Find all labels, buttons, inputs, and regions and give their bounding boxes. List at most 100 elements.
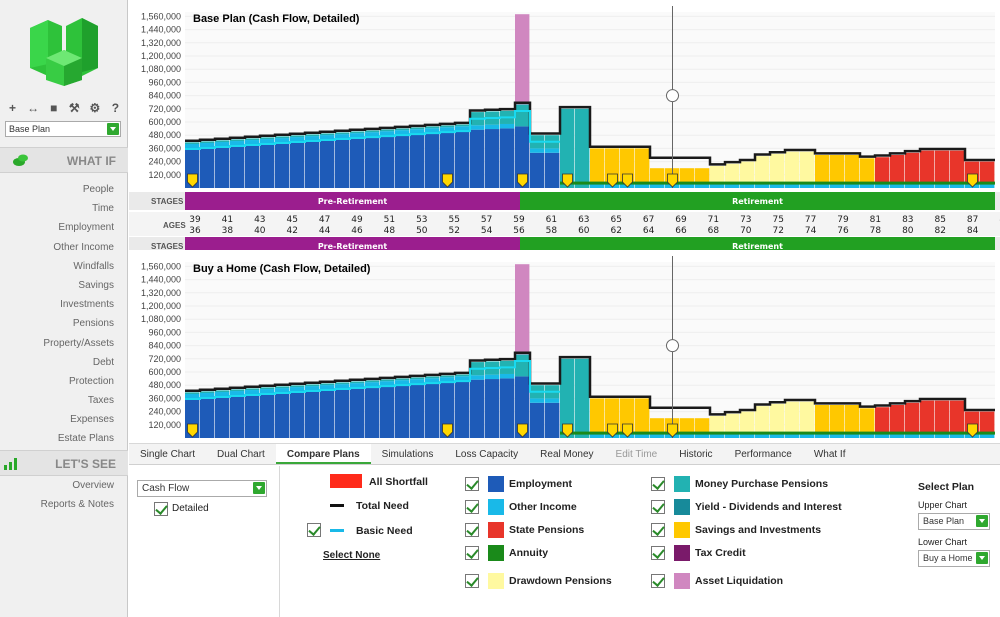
sidebar-item-taxes[interactable]: Taxes bbox=[87, 395, 114, 407]
bar-segment bbox=[380, 129, 395, 132]
sidebar-item-other-income[interactable]: Other Income bbox=[53, 241, 114, 253]
tab-real-money[interactable]: Real Money bbox=[540, 449, 594, 460]
legend-checkbox[interactable] bbox=[651, 477, 665, 491]
tab-historic[interactable]: Historic bbox=[679, 449, 713, 460]
bar-segment bbox=[515, 14, 530, 105]
age-label: 36 bbox=[189, 226, 201, 236]
plan-select[interactable]: Base Plan bbox=[5, 121, 121, 137]
legend-checkbox[interactable] bbox=[651, 574, 665, 588]
bar-segment bbox=[185, 142, 200, 144]
sidebar-item-protection[interactable]: Protection bbox=[68, 375, 114, 387]
legend-label: Annuity bbox=[509, 547, 549, 559]
basic-need-label: Basic Need bbox=[356, 525, 413, 537]
bar-segment bbox=[260, 387, 275, 390]
bar-segment bbox=[800, 433, 815, 438]
legend-checkbox[interactable] bbox=[465, 574, 479, 588]
chevron-down-icon[interactable] bbox=[253, 482, 265, 494]
bar-segment bbox=[215, 140, 230, 143]
help-icon[interactable]: ? bbox=[111, 101, 120, 115]
sidebar-item-people[interactable]: People bbox=[82, 184, 114, 195]
arrows-icon[interactable]: ↔ bbox=[27, 101, 40, 115]
bar-segment bbox=[920, 150, 935, 184]
sidebar-item-savings[interactable]: Savings bbox=[78, 279, 114, 291]
age-label: 75 bbox=[772, 215, 783, 225]
sidebar: + ↔ ■ ⚒ ⚙ ? Base Plan WHAT IF People Time… bbox=[0, 0, 128, 617]
sidebar-item-investments[interactable]: Investments bbox=[60, 299, 114, 311]
legend-checkbox[interactable] bbox=[465, 500, 479, 514]
sidebar-item-overview[interactable]: Overview bbox=[72, 480, 114, 491]
bar-segment bbox=[350, 383, 365, 388]
lower-plan-select[interactable]: Buy a Home bbox=[918, 550, 990, 567]
bar-segment bbox=[470, 129, 485, 188]
sidebar-item-employment[interactable]: Employment bbox=[58, 222, 114, 234]
chevron-down-icon[interactable] bbox=[976, 515, 988, 527]
annuity-strip bbox=[560, 431, 995, 435]
tab-simulations[interactable]: Simulations bbox=[381, 449, 434, 460]
chevron-down-icon[interactable] bbox=[107, 123, 119, 135]
chevron-down-icon[interactable] bbox=[976, 552, 988, 564]
age-label: 76 bbox=[837, 226, 849, 236]
bar-segment bbox=[920, 400, 935, 434]
bar-segment bbox=[740, 161, 755, 184]
bar-segment bbox=[530, 152, 545, 188]
legend-checkbox[interactable] bbox=[651, 500, 665, 514]
legend-checkbox[interactable] bbox=[651, 523, 665, 537]
bar-segment bbox=[590, 183, 605, 188]
age-label: 52 bbox=[448, 226, 459, 236]
sidebar-item-property-assets[interactable]: Property/Assets bbox=[43, 337, 114, 349]
bar-segment bbox=[845, 183, 860, 188]
divider bbox=[279, 466, 280, 617]
bar-segment bbox=[335, 384, 350, 389]
bar-segment bbox=[770, 403, 785, 434]
bar-segment bbox=[185, 394, 200, 399]
bar-segment bbox=[290, 135, 305, 138]
view-type-select[interactable]: Cash Flow bbox=[137, 480, 267, 497]
legend-checkbox[interactable] bbox=[465, 523, 479, 537]
bar-segment bbox=[830, 405, 845, 434]
legend-checkbox[interactable] bbox=[465, 477, 479, 491]
tab-performance[interactable]: Performance bbox=[734, 449, 792, 460]
age-label: 56 bbox=[513, 226, 525, 236]
tab-what-if[interactable]: What If bbox=[813, 449, 846, 460]
detailed-checkbox[interactable] bbox=[154, 502, 168, 516]
bar-segment bbox=[755, 406, 770, 434]
sidebar-item-time[interactable]: Time bbox=[92, 203, 114, 215]
sidebar-item-expenses[interactable]: Expenses bbox=[70, 414, 114, 426]
sidebar-item-debt[interactable]: Debt bbox=[92, 356, 114, 368]
y-tick-label: 1,200,000 bbox=[141, 51, 181, 61]
event-marker-icon bbox=[667, 173, 678, 188]
legend-checkbox[interactable] bbox=[651, 546, 665, 560]
sidebar-item-reports-notes[interactable]: Reports & Notes bbox=[40, 499, 114, 511]
bar-segment bbox=[890, 183, 905, 188]
age-label: 51 bbox=[384, 215, 395, 225]
bar-segment bbox=[725, 413, 740, 434]
upper-plan-select[interactable]: Base Plan bbox=[918, 513, 990, 530]
save-icon[interactable]: ■ bbox=[50, 101, 58, 115]
plus-icon[interactable]: + bbox=[8, 101, 16, 115]
bar-segment bbox=[635, 148, 650, 184]
select-none-link[interactable]: Select None bbox=[323, 550, 381, 561]
bar-segment bbox=[335, 388, 350, 438]
hammer-icon[interactable]: ⚒ bbox=[68, 101, 80, 115]
sidebar-item-pensions[interactable]: Pensions bbox=[72, 318, 114, 330]
y-tick-label: 600,000 bbox=[148, 367, 181, 377]
bar-segment bbox=[770, 433, 785, 438]
bar-segment bbox=[290, 385, 305, 388]
sidebar-item-estate-plans[interactable]: Estate Plans bbox=[57, 433, 114, 445]
basic-need-checkbox[interactable] bbox=[307, 523, 321, 537]
gear-icon[interactable]: ⚙ bbox=[89, 101, 101, 115]
bar-segment bbox=[215, 390, 230, 393]
bar-segment bbox=[680, 433, 695, 438]
sidebar-item-windfalls[interactable]: Windfalls bbox=[73, 260, 114, 272]
bar-segment bbox=[320, 383, 335, 386]
tab-dual-chart[interactable]: Dual Chart bbox=[217, 449, 265, 460]
bar-segment bbox=[950, 433, 965, 438]
tab-single-chart[interactable]: Single Chart bbox=[140, 449, 196, 460]
bar-segment bbox=[755, 156, 770, 184]
tab-loss-capacity[interactable]: Loss Capacity bbox=[455, 449, 519, 460]
tab-compare-plans[interactable]: Compare Plans bbox=[275, 444, 371, 464]
event-marker-icon bbox=[967, 173, 978, 188]
bar-segment bbox=[740, 411, 755, 434]
legend-checkbox[interactable] bbox=[465, 546, 479, 560]
app-logo bbox=[30, 18, 98, 86]
